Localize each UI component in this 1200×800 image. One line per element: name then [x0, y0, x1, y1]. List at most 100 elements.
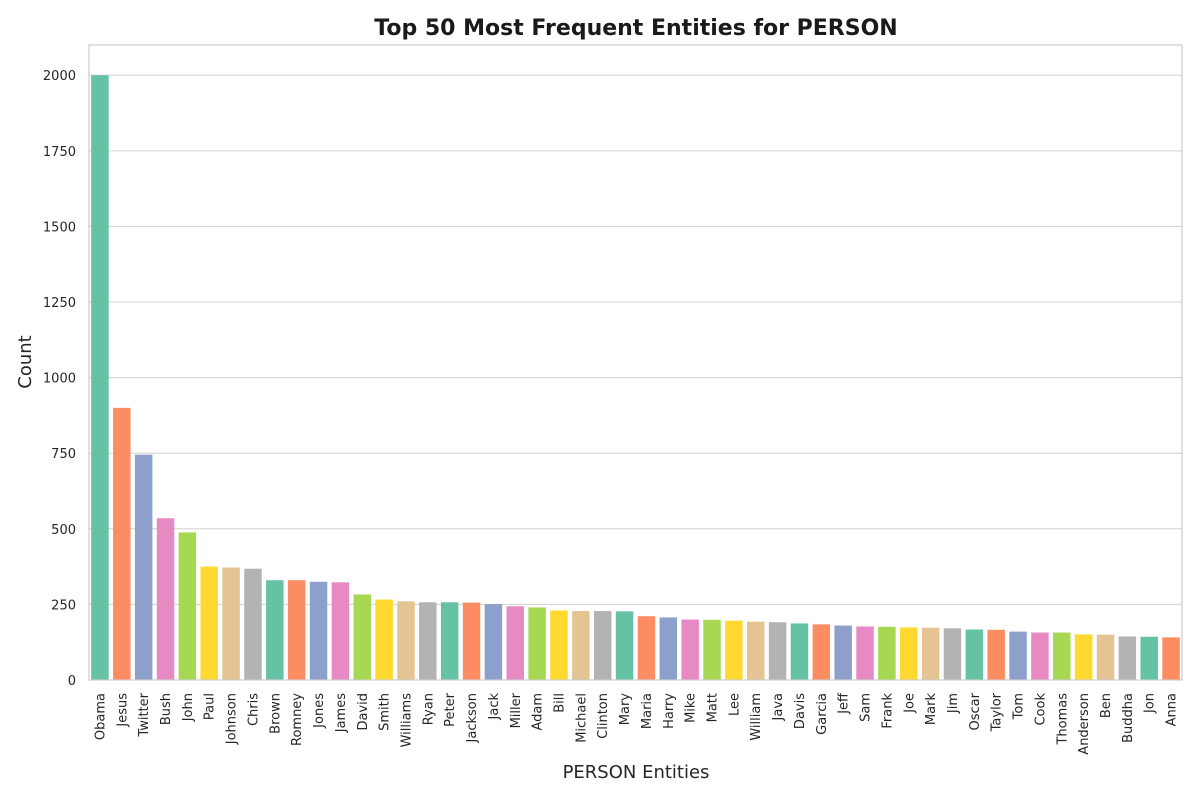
x-tick-label: Brown	[268, 693, 283, 734]
x-axis-label: PERSON Entities	[563, 762, 710, 783]
x-tick-label: Cook	[1033, 693, 1048, 726]
x-tick-label: Sam	[859, 693, 874, 722]
x-tick-label: Jeff	[837, 692, 852, 715]
x-tick-label: Oscar	[968, 692, 983, 730]
x-tick-label: Jesus	[115, 693, 130, 728]
bar	[1009, 631, 1027, 680]
bars	[91, 75, 1180, 680]
bar	[309, 581, 328, 680]
x-tick-label: Jim	[946, 693, 961, 714]
y-tick-label: 2000	[43, 69, 76, 84]
bar	[615, 611, 634, 680]
bar	[900, 627, 918, 680]
y-tick-label: 1750	[43, 145, 76, 160]
x-tick-label: Bush	[159, 693, 174, 725]
y-tick-labels: 0 250 500 750 1000 1250 1500 1750 2000	[43, 69, 76, 689]
bar	[200, 566, 218, 680]
bar	[746, 621, 765, 680]
x-tick-label: Adam	[531, 693, 546, 731]
bar	[921, 627, 940, 680]
x-tick-label: Jack	[487, 693, 502, 721]
bar	[637, 616, 656, 680]
bar	[353, 594, 371, 680]
bar	[1118, 636, 1137, 680]
x-tick-label: John	[181, 693, 196, 722]
y-tick-label: 0	[68, 674, 76, 689]
x-tick-label: Harry	[662, 693, 677, 729]
x-tick-label: Buddha	[1121, 693, 1136, 743]
bar	[812, 624, 831, 680]
x-tick-labels: Obama Jesus Twitter Bush John Paul Johnson Chri…	[93, 692, 1179, 755]
x-tick-label: Maria	[640, 693, 655, 729]
x-tick-label: Twitter	[137, 692, 152, 737]
x-tick-label: Johnson	[225, 693, 240, 745]
x-tick-label: Miller	[509, 692, 524, 728]
x-tick-label: David	[356, 693, 371, 731]
bar	[725, 620, 743, 680]
x-tick-label: James	[334, 693, 349, 733]
bar	[484, 604, 503, 680]
x-tick-label: Chris	[246, 693, 261, 726]
bar	[1074, 634, 1093, 680]
bar	[790, 623, 809, 680]
x-tick-label: Jackson	[465, 693, 480, 743]
bar	[550, 610, 568, 680]
y-tick-label: 1000	[43, 372, 76, 387]
bar	[1053, 632, 1071, 680]
x-tick-label: Mark	[924, 693, 939, 726]
x-tick-label: Obama	[93, 693, 108, 740]
x-tick-label: Jones	[312, 693, 327, 729]
x-tick-label: Clinton	[596, 693, 611, 739]
bar	[681, 619, 699, 680]
bar	[878, 626, 896, 680]
bar	[1096, 634, 1115, 680]
chart-title: Top 50 Most Frequent Entities for PERSON	[374, 16, 897, 41]
bar	[943, 628, 962, 680]
bar	[287, 580, 306, 680]
x-tick-label: Lee	[727, 693, 742, 716]
x-tick-label: Michael	[574, 693, 589, 743]
bar	[659, 617, 678, 680]
x-tick-label: Peter	[443, 692, 458, 726]
bar	[834, 625, 852, 680]
x-tick-label: Anna	[1165, 693, 1180, 726]
bar	[331, 582, 350, 680]
bar	[506, 606, 525, 680]
x-tick-label: Davis	[793, 693, 808, 729]
x-tick-label: Smith	[378, 693, 393, 731]
x-tick-label: Mike	[684, 693, 699, 723]
x-tick-label: Joe	[902, 693, 917, 714]
y-tick-label: 750	[51, 447, 76, 462]
bar	[768, 622, 787, 680]
bar	[91, 75, 109, 680]
bar	[419, 602, 437, 680]
x-tick-label: Anderson	[1077, 693, 1092, 755]
bar	[397, 601, 415, 680]
x-tick-label: Ryan	[421, 693, 436, 725]
x-tick-label: Garcia	[815, 693, 830, 735]
x-tick-label: Jon	[1143, 693, 1158, 714]
y-tick-label: 1250	[43, 296, 76, 311]
bar	[222, 567, 240, 680]
x-tick-label: Romney	[290, 693, 305, 746]
bar	[987, 629, 1005, 680]
x-tick-label: Frank	[880, 693, 895, 729]
bar	[375, 599, 393, 680]
x-tick-label: Matt	[706, 693, 721, 722]
bar	[156, 518, 175, 680]
x-tick-label: Thomas	[1055, 693, 1070, 746]
x-tick-label: Taylor	[990, 692, 1005, 732]
x-tick-label: Tom	[1012, 693, 1027, 720]
bar	[266, 580, 284, 680]
x-tick-label: Bill	[552, 693, 567, 713]
bar	[1140, 636, 1158, 680]
bar	[1162, 637, 1180, 680]
y-axis-label: Count	[15, 335, 36, 388]
y-tick-label: 250	[51, 598, 76, 613]
x-tick-label: Williams	[399, 693, 414, 748]
y-tick-label: 1500	[43, 220, 76, 235]
bar	[593, 611, 612, 680]
y-tick-label: 500	[51, 523, 76, 538]
bar	[113, 407, 131, 680]
